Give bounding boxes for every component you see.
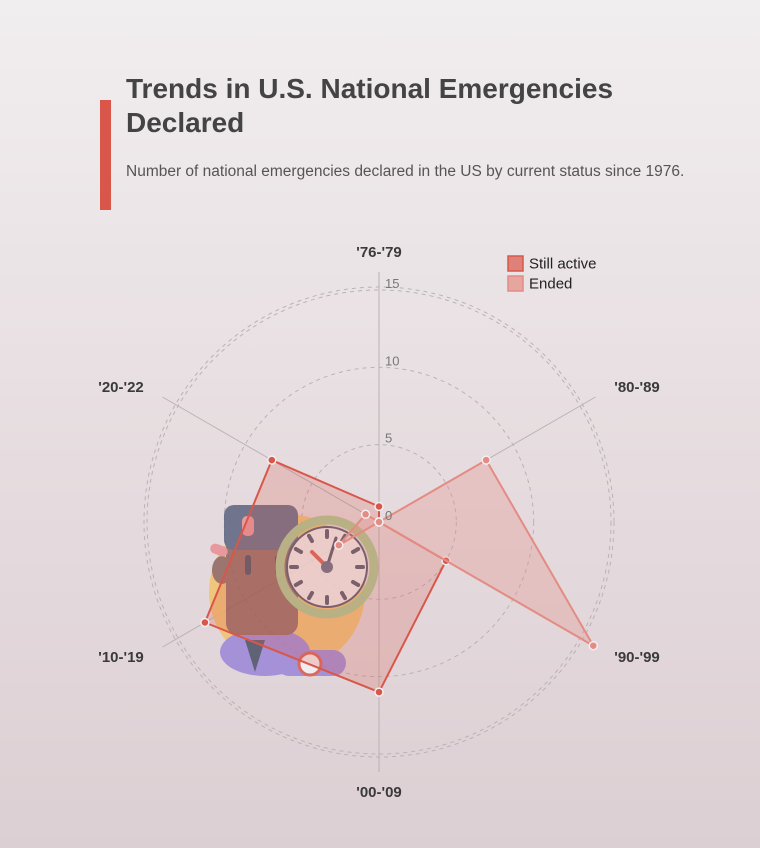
data-point xyxy=(482,456,490,464)
data-point xyxy=(375,503,383,511)
category-label: '20-'22 xyxy=(98,379,144,396)
radial-tick-label: 15 xyxy=(385,276,399,291)
category-label: '76-'79 xyxy=(356,244,402,261)
legend-item-ended[interactable]: Ended xyxy=(508,276,572,293)
legend-swatch-ended xyxy=(508,276,523,291)
data-point xyxy=(268,456,276,464)
legend-item-still-active[interactable]: Still active xyxy=(508,256,597,273)
radial-tick-labels: 0 5 10 15 xyxy=(385,276,399,523)
category-label: '80-'89 xyxy=(614,379,660,396)
legend: Still active Ended xyxy=(508,256,597,293)
data-point xyxy=(362,510,370,518)
legend-label-still-active: Still active xyxy=(529,256,597,273)
category-label: '10-'19 xyxy=(98,649,144,666)
data-point xyxy=(589,642,597,650)
data-point xyxy=(375,518,383,526)
data-point xyxy=(375,688,383,696)
legend-label-ended: Ended xyxy=(529,276,572,293)
category-label: '00-'09 xyxy=(356,784,402,801)
category-label: '90-'99 xyxy=(614,649,660,666)
data-point xyxy=(201,619,209,627)
radial-tick-label: 10 xyxy=(385,353,399,368)
radial-tick-label: 5 xyxy=(385,431,392,446)
legend-swatch-still-active xyxy=(508,256,523,271)
radial-tick-label: 0 xyxy=(385,508,392,523)
data-point xyxy=(335,541,343,549)
